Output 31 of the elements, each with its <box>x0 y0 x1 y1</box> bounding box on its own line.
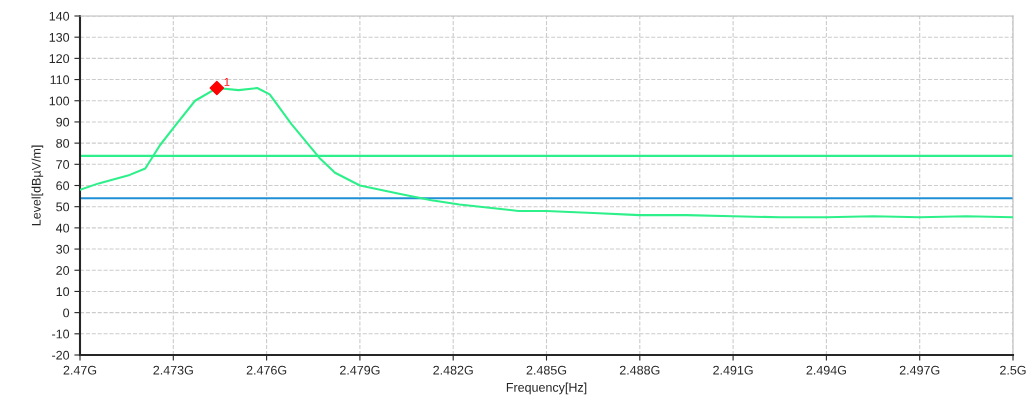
x-tick-label: 2.485G <box>526 365 567 375</box>
y-tick-label: 40 <box>55 223 70 233</box>
x-tick-label: 2.47G <box>63 365 97 375</box>
x-tick-label: 2.479G <box>340 365 380 375</box>
x-tick-label: 2.491G <box>713 365 753 375</box>
y-tick-label: 110 <box>50 75 70 85</box>
y-tick-label: 20 <box>56 266 70 275</box>
x-tick-label: 2.5G <box>1000 365 1026 375</box>
x-tick-label: 2.476G <box>246 365 287 375</box>
x-tick-label: 2.482G <box>433 365 473 375</box>
y-tick-label: 140 <box>49 11 70 21</box>
y-tick-label: -10 <box>52 329 70 339</box>
y-tick-label: 70 <box>56 160 70 169</box>
x-tick-label: 2.494G <box>806 365 846 375</box>
y-tick-label: 80 <box>56 138 70 148</box>
y-tick-label: 90 <box>56 117 70 127</box>
y-tick-label: 60 <box>56 181 70 191</box>
y-tick-label: 0 <box>63 308 70 318</box>
x-tick-label: 2.488G <box>619 365 660 375</box>
x-axis-title: Frequency[Hz] <box>506 382 587 395</box>
y-tick-label: 30 <box>56 244 70 254</box>
y-tick-label: 120 <box>49 54 70 64</box>
annotation: 1 <box>224 78 230 86</box>
y-tick-label: 130 <box>49 32 70 42</box>
y-axis-title: Level[dBµV/m] <box>31 145 44 226</box>
y-tick-label: 100 <box>49 96 70 106</box>
y-tick-label: -20 <box>52 350 70 360</box>
y-tick-label: 50 <box>56 202 70 212</box>
x-tick-label: 2.473G <box>153 365 193 375</box>
y-tick-label: 10 <box>56 287 70 297</box>
x-tick-label: 2.497G <box>899 365 940 375</box>
